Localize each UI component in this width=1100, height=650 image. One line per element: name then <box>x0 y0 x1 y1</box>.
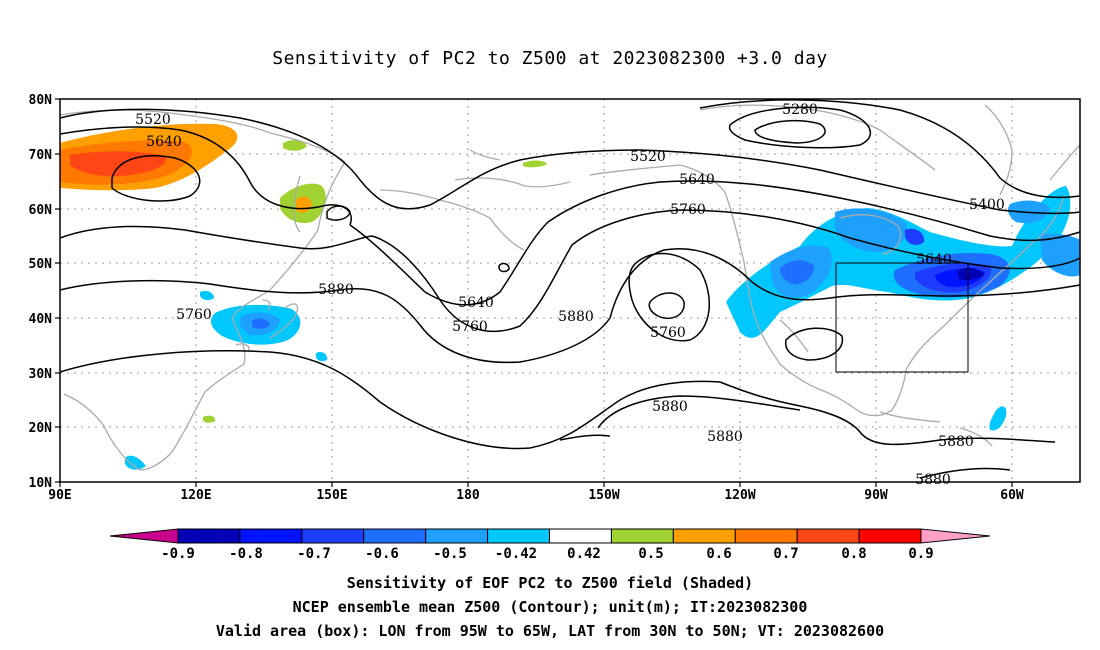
latitude-labels: 80N 70N 60N 50N 40N 30N 20N 10N <box>29 93 53 491</box>
contour-label: 5640 <box>679 172 715 188</box>
colorbar-label: -0.7 <box>297 546 331 562</box>
contour-5640-small-ring <box>326 205 351 221</box>
contour-label: 5640 <box>916 252 952 268</box>
contour-5880-d <box>719 381 1056 446</box>
colorbar-label: 0.7 <box>773 546 798 562</box>
contour-5280-ring2 <box>754 119 826 144</box>
colorbar-label: -0.6 <box>365 546 399 562</box>
colorbar-arrow-left <box>109 528 179 544</box>
contour-5880-g <box>559 434 611 441</box>
contour-5760-ring <box>628 252 711 342</box>
lat-label: 50N <box>29 257 53 272</box>
contour-label: 5760 <box>650 325 686 341</box>
colorbar-label: -0.9 <box>161 546 195 562</box>
lat-label: 70N <box>29 148 53 163</box>
colorbar-segment <box>177 528 241 544</box>
colorbar-label: 0.8 <box>841 546 866 562</box>
negative-sensitivity-shading <box>125 186 1080 470</box>
colorbar-segment <box>796 528 860 544</box>
contour-5640-ring <box>111 155 201 202</box>
colorbar-label: -0.8 <box>229 546 263 562</box>
contour-label: 5880 <box>938 434 974 450</box>
contour-tiny-ring <box>498 262 510 273</box>
colorbar-label: -0.5 <box>433 546 467 562</box>
colorbar-segment <box>858 528 922 544</box>
contour-5520 <box>59 108 1081 215</box>
contour-5880-ring <box>648 292 685 320</box>
lon-label: 120W <box>724 488 755 503</box>
lat-label: 30N <box>29 367 53 382</box>
lat-label: 60N <box>29 203 53 218</box>
footer-line-3: Valid area (box): LON from 95W to 65W, L… <box>215 622 885 640</box>
colorbar-label: -0.42 <box>495 546 537 562</box>
contour-label: 5400 <box>969 197 1005 213</box>
contour-label: 5760 <box>670 202 706 218</box>
contour-label: 5520 <box>630 149 666 165</box>
z500-contours <box>59 99 1081 479</box>
colorbar <box>109 528 991 544</box>
contour-5880-b <box>609 248 1081 319</box>
contour-label: 5760 <box>452 319 488 335</box>
contour-5760-small <box>784 327 844 361</box>
colorbar-segment <box>734 528 798 544</box>
contour-5880-f <box>919 467 1011 479</box>
contour-5640 <box>59 126 352 226</box>
contour-5280-ring1 <box>728 106 872 149</box>
contour-5880-e <box>597 395 801 429</box>
lon-label: 90W <box>864 488 888 503</box>
contour-5760 <box>59 209 1081 333</box>
colorbar-segment <box>425 528 489 544</box>
colorbar-segment <box>301 528 365 544</box>
colorbar-label: 0.9 <box>908 546 933 562</box>
contour-label: 5880 <box>915 472 951 488</box>
contour-label: 5880 <box>652 399 688 415</box>
contour-label: 5880 <box>558 309 594 325</box>
colorbar-segment <box>549 528 612 544</box>
colorbar-labels: -0.9 -0.8 -0.7 -0.6 -0.5 -0.42 0.42 0.5 … <box>161 546 934 562</box>
colorbar-segment <box>672 528 736 544</box>
colorbar-arrow-right <box>920 528 991 544</box>
lon-label: 60W <box>1000 488 1024 503</box>
tick-marks <box>55 98 1013 487</box>
lon-label: 180 <box>456 488 480 503</box>
contour-label: 5520 <box>135 112 171 128</box>
contour-5880-a <box>59 279 611 364</box>
lat-label: 20N <box>29 421 53 436</box>
map-title: Sensitivity of PC2 to Z500 at 2023082300… <box>272 48 828 69</box>
colorbar-segment <box>487 528 551 544</box>
longitude-labels: 90E 120E 150E 180 150W 120W 90W 60W <box>48 488 1024 503</box>
lat-label: 10N <box>29 476 53 491</box>
map-frame <box>59 98 1081 483</box>
colorbar-segment <box>239 528 303 544</box>
contour-label: 5880 <box>707 429 743 445</box>
colorbar-label: 0.42 <box>567 546 601 562</box>
colorbar-label: 0.6 <box>706 546 731 562</box>
colorbar-segment <box>363 528 427 544</box>
contour-labels: 5520 5640 5280 5520 5640 5760 5400 5640 … <box>135 102 1005 488</box>
footer-line-2: NCEP ensemble mean Z500 (Contour); unit(… <box>292 598 808 616</box>
lon-label: 150W <box>588 488 619 503</box>
positive-sensitivity-shading <box>60 123 547 423</box>
contour-label: 5640 <box>146 134 182 150</box>
lon-label: 90E <box>48 488 71 503</box>
lon-label: 150E <box>316 488 347 503</box>
contour-5880-c <box>59 350 721 450</box>
contour-label: 5640 <box>458 295 494 311</box>
contour-5400 <box>699 99 1081 199</box>
lat-label: 40N <box>29 312 53 327</box>
footer-line-1: Sensitivity of EOF PC2 to Z500 field (Sh… <box>346 574 754 592</box>
valid-area-box <box>835 262 969 373</box>
colorbar-label: 0.5 <box>638 546 663 562</box>
colorbar-segment <box>610 528 674 544</box>
contour-label: 5280 <box>782 102 818 118</box>
lon-label: 120E <box>180 488 211 503</box>
contour-label: 5760 <box>176 307 212 323</box>
contour-label: 5880 <box>318 282 354 298</box>
lat-label: 80N <box>29 93 53 108</box>
